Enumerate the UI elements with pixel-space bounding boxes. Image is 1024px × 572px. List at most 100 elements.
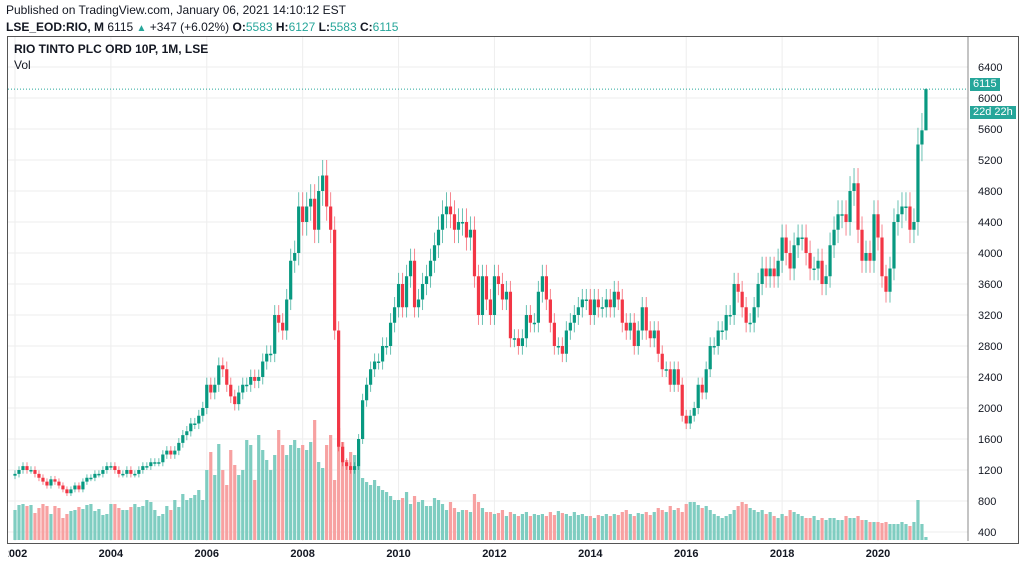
price-tick-label: 3600 xyxy=(978,279,1002,291)
candle-body xyxy=(357,439,361,467)
volume-bar xyxy=(372,480,377,540)
candle-body xyxy=(524,315,529,339)
year-tick-label: 2010 xyxy=(386,548,410,560)
volume-bar xyxy=(584,516,588,540)
candle-body xyxy=(333,229,337,331)
volume-bar xyxy=(241,470,245,540)
candle-body xyxy=(376,361,381,363)
volume-bar xyxy=(776,518,780,540)
volume-bar xyxy=(508,512,513,540)
candle-body xyxy=(748,322,752,325)
candle-body xyxy=(277,315,281,323)
volume-bar xyxy=(724,516,728,540)
volume-bar xyxy=(832,518,836,540)
volume-bar xyxy=(273,455,277,540)
volume-bar xyxy=(221,470,225,540)
high-value: 6127 xyxy=(288,20,316,34)
candle-body xyxy=(169,450,173,455)
candle-body xyxy=(225,369,229,385)
candle-body xyxy=(133,473,137,476)
candle-body xyxy=(828,245,832,277)
candle-body xyxy=(444,206,449,215)
candle-body xyxy=(364,384,369,401)
volume-bar xyxy=(736,506,740,540)
candle-body xyxy=(676,369,680,385)
volume-bar xyxy=(249,445,253,540)
volume-bar xyxy=(113,504,117,540)
volume-bar xyxy=(828,518,832,540)
volume-bar xyxy=(452,508,457,540)
price-tick-label: 4400 xyxy=(978,217,1002,229)
volume-bar xyxy=(876,522,880,540)
candle-body xyxy=(864,253,868,261)
candle-body xyxy=(321,175,325,191)
volume-bar xyxy=(412,496,417,540)
candle-body xyxy=(860,229,864,261)
volume-bar xyxy=(117,508,121,540)
volume-bar xyxy=(888,524,892,540)
volume-bar xyxy=(540,514,544,540)
open-value: 5583 xyxy=(245,20,273,34)
candle-body xyxy=(768,268,772,277)
chart-frame[interactable] xyxy=(7,36,1019,544)
volume-bar xyxy=(333,480,337,540)
volume-bar xyxy=(476,502,481,540)
candle-body xyxy=(884,276,888,292)
candle-body xyxy=(61,485,65,490)
candle-body xyxy=(349,466,353,470)
year-tick-label: 2014 xyxy=(578,548,603,560)
candle-body xyxy=(904,206,908,208)
volume-bar xyxy=(780,514,784,540)
volume-bar xyxy=(404,492,409,540)
candle-body xyxy=(309,198,313,207)
volume-bar xyxy=(165,506,169,540)
candle-body xyxy=(792,245,796,269)
volume-bar xyxy=(41,504,45,540)
volume-bar xyxy=(297,448,301,540)
candle-body xyxy=(472,229,477,277)
candle-body xyxy=(764,268,768,277)
volume-bar xyxy=(368,485,373,540)
candle-body xyxy=(556,346,560,348)
volume-bar xyxy=(217,444,221,540)
candle-body xyxy=(384,346,389,348)
candle-body xyxy=(868,253,872,261)
volume-bar xyxy=(592,518,596,540)
candle-body xyxy=(456,222,461,230)
candle-body xyxy=(788,253,792,269)
candle-body xyxy=(49,479,53,486)
candle-body xyxy=(149,462,153,467)
candle-body xyxy=(660,353,664,370)
volume-bar xyxy=(93,511,97,540)
volume-bar xyxy=(25,506,29,540)
candle-body xyxy=(548,299,552,323)
candle-body xyxy=(101,470,105,474)
volume-bar xyxy=(133,504,137,540)
volume-bar xyxy=(528,516,533,540)
candle-body xyxy=(568,322,572,331)
candle-body xyxy=(856,183,860,230)
candle-body xyxy=(480,276,485,315)
volume-bar xyxy=(169,510,173,540)
candle-body xyxy=(73,485,77,490)
volume-bar xyxy=(712,514,716,540)
candle-body xyxy=(620,299,624,323)
volume-bar xyxy=(392,500,397,540)
candle-body xyxy=(57,481,61,486)
candle-body xyxy=(680,384,684,416)
volume-bar xyxy=(37,508,41,540)
volume-bar xyxy=(53,506,57,540)
volume-bar xyxy=(285,455,289,540)
volume-bar xyxy=(125,510,129,540)
volume-bar xyxy=(656,508,660,540)
candle-body xyxy=(512,338,517,340)
candle-body xyxy=(820,260,824,284)
volume-bar xyxy=(329,435,333,540)
bar-countdown-tag: 22d 22h xyxy=(970,106,1016,119)
candle-body xyxy=(233,396,237,405)
volume-bar xyxy=(101,515,105,540)
candle-body xyxy=(345,462,349,467)
volume-bar xyxy=(357,466,361,540)
volume-bar xyxy=(740,502,744,540)
